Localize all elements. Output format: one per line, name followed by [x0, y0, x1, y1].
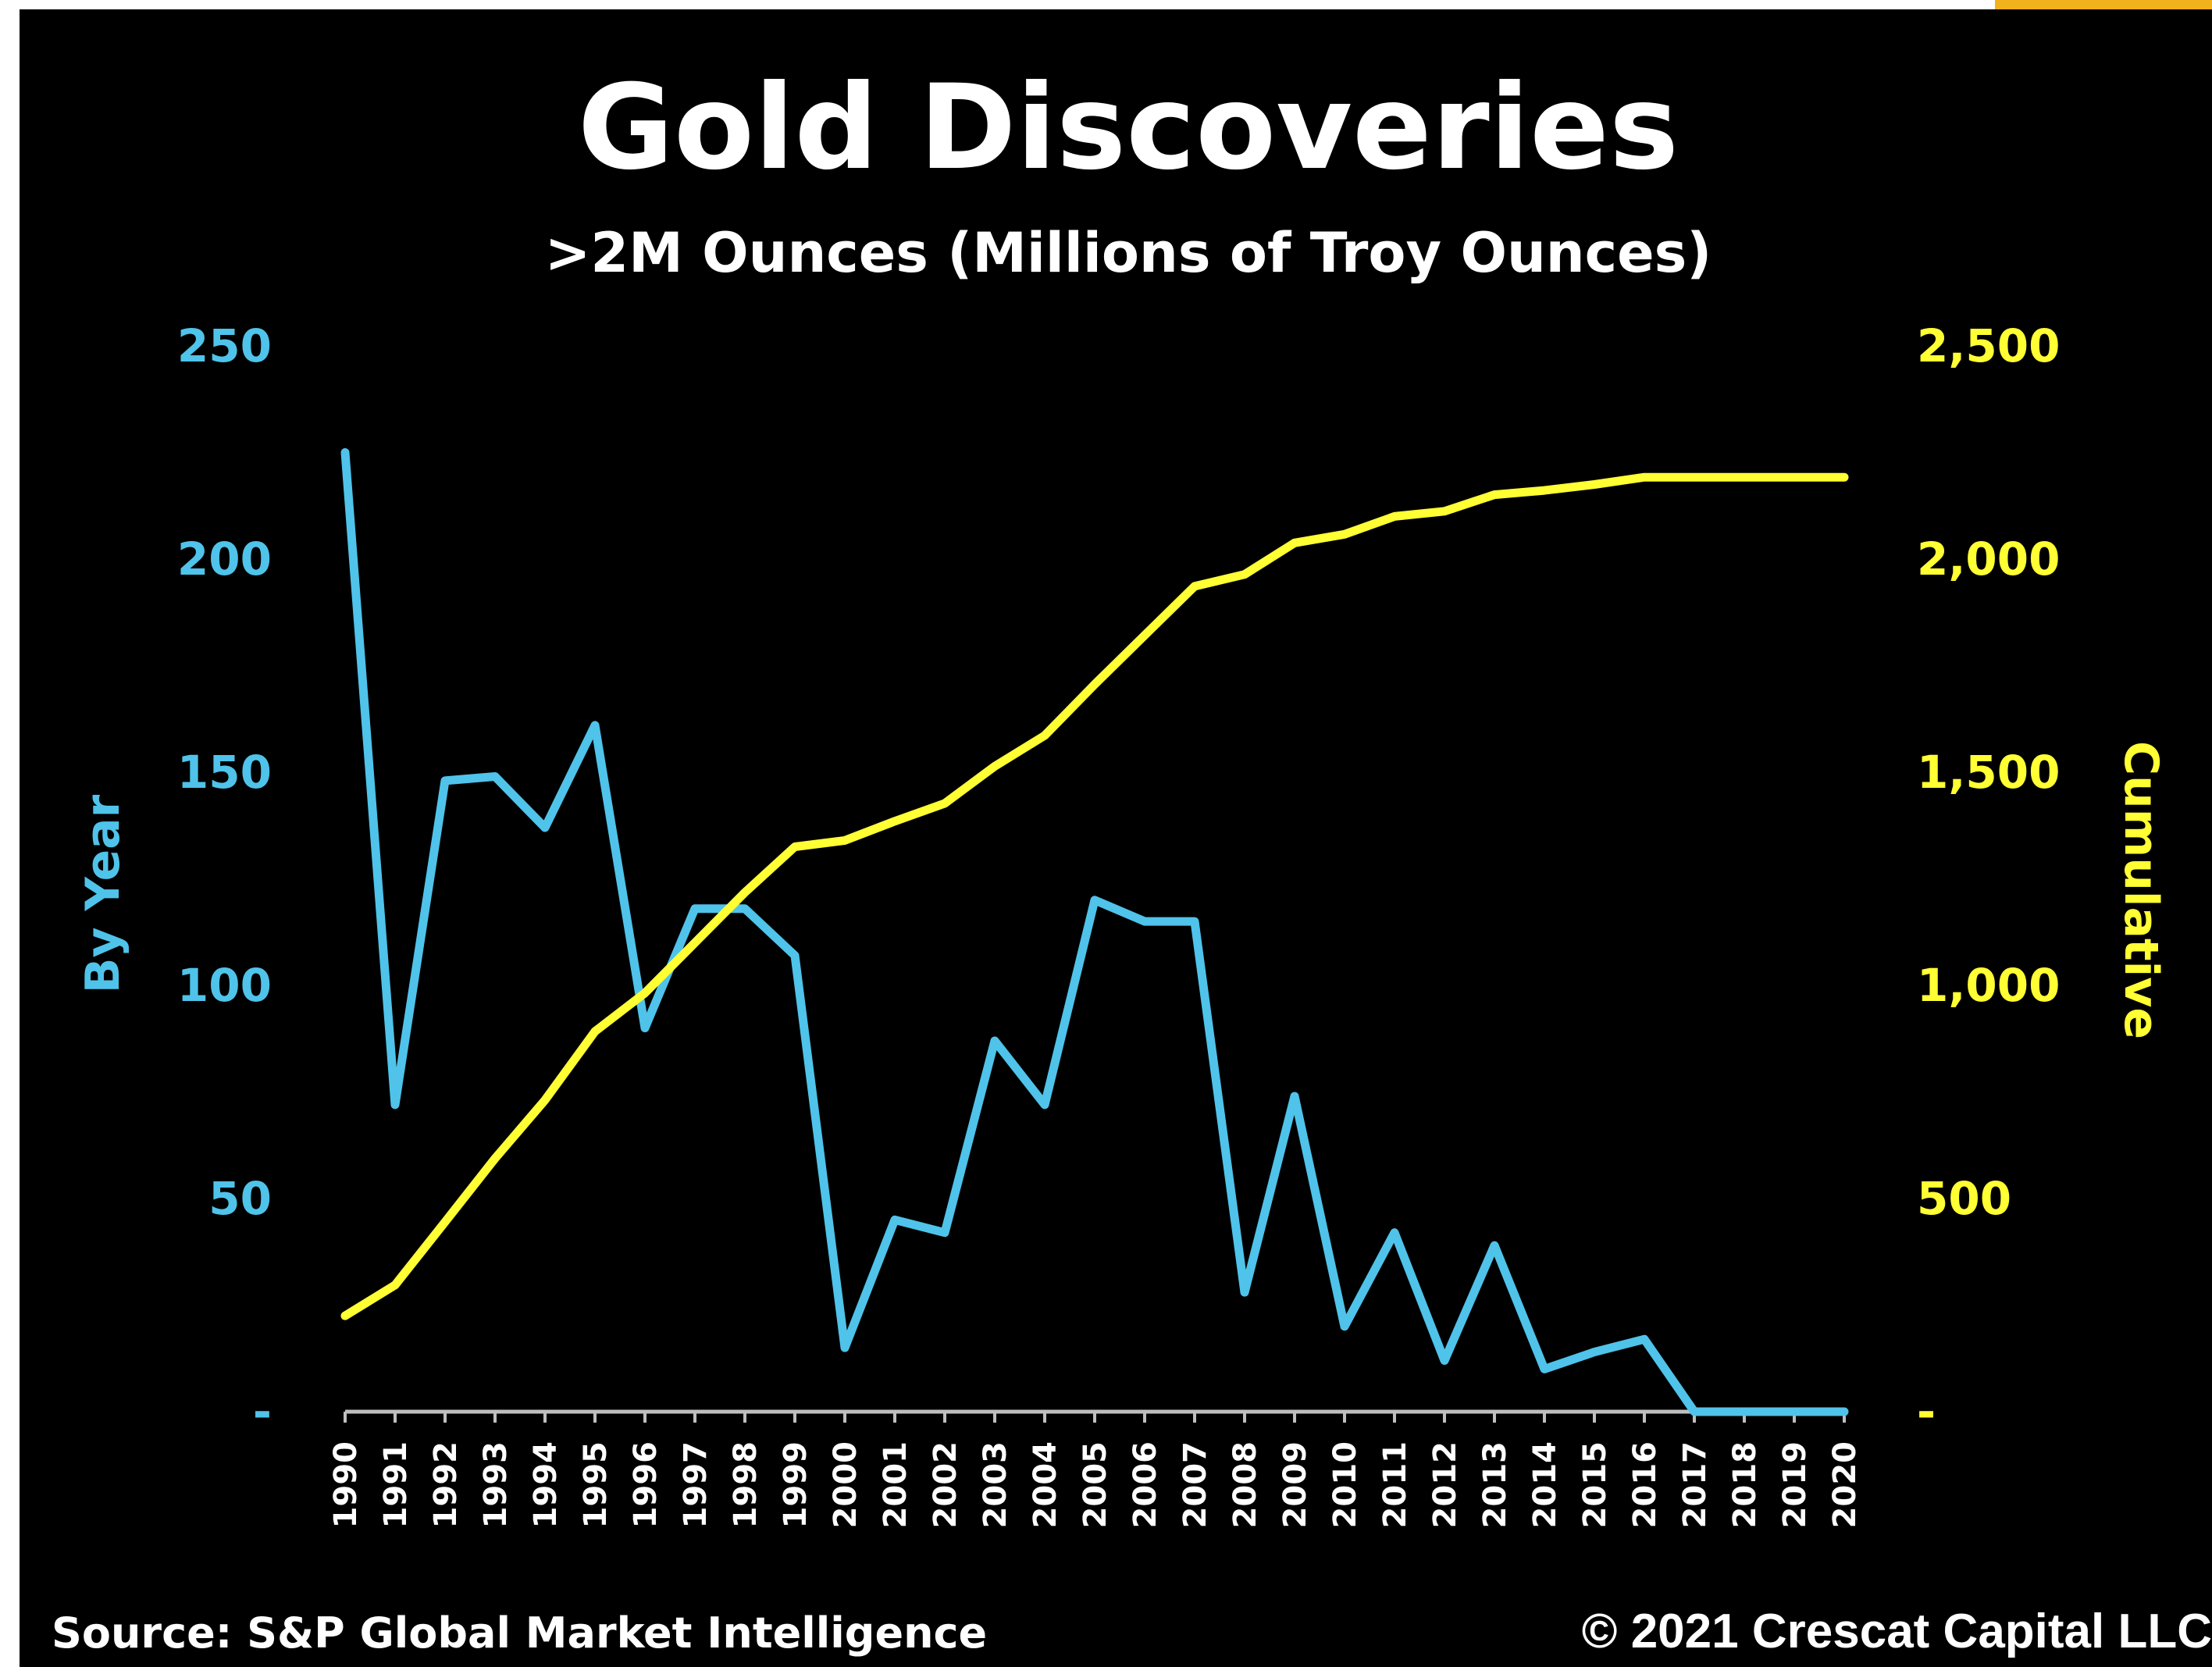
x-tick-label: 2011: [1377, 1441, 1413, 1528]
series-layer: [340, 448, 1849, 1416]
right-axis-title: Cumulative: [2114, 741, 2168, 1039]
x-tick-label: 2014: [1527, 1441, 1563, 1528]
copyright-note: © 2021 Crescat Capital LLC: [1582, 1605, 2212, 1658]
right-tick-label: -: [1917, 1385, 1936, 1438]
source-note: Source: S&P Global Market Intelligence: [52, 1608, 987, 1658]
x-tick-label: 1991: [378, 1441, 414, 1528]
x-tick-label: 2008: [1227, 1441, 1263, 1528]
right-tick-label: 1,000: [1917, 959, 2060, 1012]
right-axis-ticks: - 500 1,000 1,500 2,000 2,500: [1917, 319, 2060, 1438]
x-tick-label: 1990: [328, 1441, 364, 1528]
x-tick-label: 2001: [878, 1441, 914, 1528]
x-tick-label: 1992: [428, 1441, 464, 1528]
left-tick-label: 100: [177, 959, 272, 1012]
x-tick-label: 2010: [1327, 1441, 1363, 1528]
x-tick-label: 2000: [828, 1441, 864, 1528]
x-tick-label: 2009: [1277, 1441, 1313, 1528]
left-tick-label: 50: [208, 1172, 272, 1225]
chart-panel: [20, 9, 2212, 1667]
x-tick-label: 1993: [478, 1441, 514, 1528]
left-axis-ticks: - 50 100 150 200 250: [177, 319, 272, 1438]
x-tick-label: 2006: [1127, 1441, 1163, 1528]
x-tick-label: 2002: [928, 1441, 964, 1528]
left-axis-title: By Year: [76, 794, 130, 993]
left-tick-label: -: [253, 1385, 272, 1438]
x-axis: 1990 1991 1992 1993 1994 1995 1996 1997 1998 1999…: [328, 1409, 1863, 1528]
x-tick-label: 2005: [1078, 1441, 1113, 1528]
left-tick-label: 200: [177, 533, 272, 586]
right-tick-label: 1,500: [1917, 746, 2060, 799]
x-tick-label: 2003: [978, 1441, 1013, 1528]
left-tick-label: 250: [177, 319, 272, 372]
right-tick-label: 500: [1917, 1172, 2011, 1225]
x-tick-label: 2017: [1677, 1441, 1713, 1528]
chart-title: Gold Discoveries: [578, 60, 1679, 196]
x-tick-label: 1997: [678, 1441, 714, 1528]
x-tick-label: 2019: [1777, 1441, 1813, 1528]
x-tick-label: 2015: [1577, 1441, 1613, 1528]
right-tick-label: 2,000: [1917, 533, 2060, 586]
chart-subtitle: >2M Ounces (Millions of Troy Ounces): [545, 221, 1712, 285]
left-tick-label: 150: [177, 746, 272, 799]
x-tick-label: 2004: [1028, 1441, 1063, 1528]
x-tick-label: 1994: [528, 1441, 564, 1528]
cumulative-series-line: [340, 472, 1849, 1320]
x-tick-label: 1996: [628, 1441, 664, 1528]
x-tick-label: 2013: [1477, 1441, 1513, 1528]
x-tick-label: 2020: [1827, 1441, 1863, 1528]
right-tick-label: 2,500: [1917, 319, 2060, 372]
x-tick-label: 2018: [1727, 1441, 1763, 1528]
x-tick-label: 2016: [1627, 1441, 1663, 1528]
x-tick-label: 1998: [728, 1441, 764, 1528]
x-tick-label: 2012: [1427, 1441, 1463, 1528]
by-year-series-line: [340, 448, 1849, 1416]
x-tick-label: 1999: [778, 1441, 814, 1528]
corner-accent-bar: [1995, 0, 2212, 9]
x-tick-label: 2007: [1177, 1441, 1213, 1528]
x-tick-label: 1995: [578, 1441, 614, 1528]
